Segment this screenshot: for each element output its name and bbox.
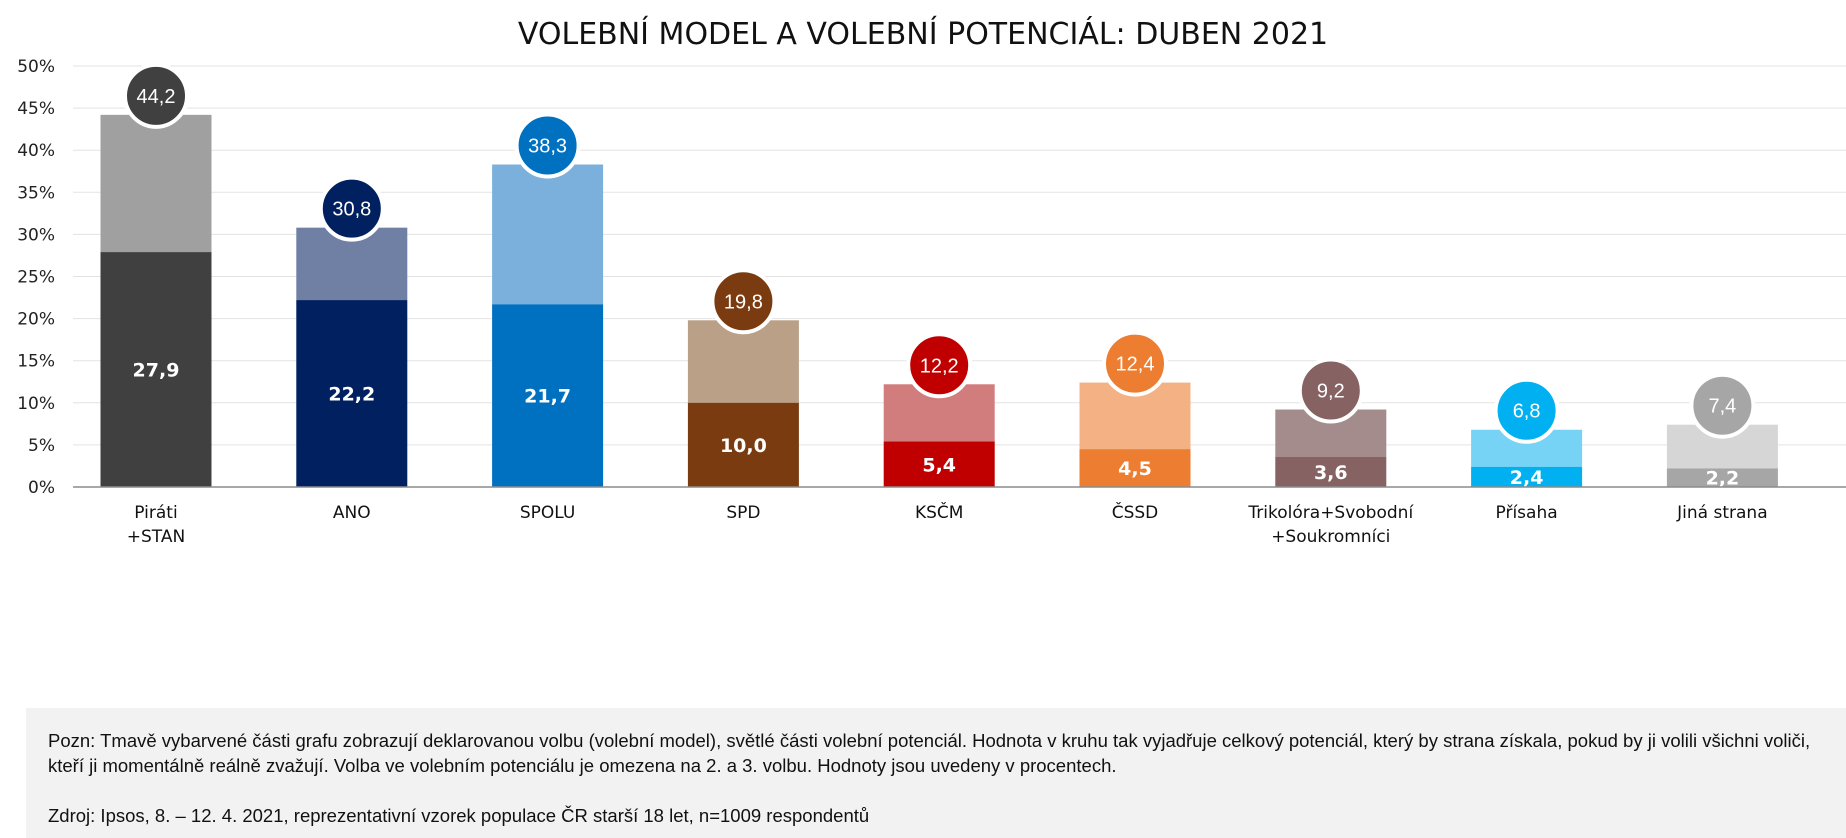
bar-model: [1079, 449, 1191, 487]
bar-model: [1275, 456, 1387, 487]
category-label: ANO: [333, 503, 371, 523]
model-value-label: 10,0: [720, 435, 767, 457]
y-tick-label: 50%: [17, 57, 55, 77]
note-text: Pozn: Tmavě vybarvené části grafu zobraz…: [48, 730, 1811, 776]
potential-bubble: [1493, 377, 1560, 444]
bar-potential: [100, 114, 212, 253]
potential-bubble: [123, 62, 189, 129]
bar-model: [1666, 468, 1778, 487]
potential-bubble: [1689, 372, 1756, 439]
bar-model: [100, 252, 212, 487]
model-value-label: 27,9: [133, 360, 180, 382]
bar-model: [883, 441, 995, 487]
bar-potential: [492, 164, 604, 305]
potential-value-label: 38,3: [528, 136, 567, 158]
model-value-label: 3,6: [1314, 462, 1348, 484]
category-label: +Soukromníci: [1271, 527, 1390, 547]
potential-value-label: 44,2: [137, 86, 176, 108]
potential-bubble: [1297, 357, 1364, 424]
y-tick-label: 5%: [28, 436, 55, 456]
source-text: Zdroj: Ipsos, 8. – 12. 4. 2021, reprezen…: [48, 805, 870, 826]
potential-value-label: 7,4: [1708, 396, 1736, 418]
potential-bubble: [1102, 330, 1168, 397]
y-tick-label: 15%: [17, 352, 55, 372]
category-label: Trikolóra+Svobodní: [1247, 503, 1414, 523]
bar-model: [492, 304, 604, 487]
category-label: Jiná strana: [1676, 503, 1767, 523]
bars: [100, 114, 1778, 487]
note-box: Pozn: Tmavě vybarvené části grafu zobraz…: [26, 708, 1846, 838]
potential-value-label: 12,2: [920, 355, 959, 377]
bar-model: [296, 300, 408, 487]
potential-bubble: [710, 268, 777, 335]
model-value-label: 4,5: [1118, 458, 1152, 480]
y-tick-label: 25%: [17, 268, 55, 288]
y-tick-label: 35%: [17, 183, 55, 203]
y-tick-label: 30%: [17, 225, 55, 245]
y-tick-label: 40%: [17, 141, 55, 161]
potential-bubble: [318, 175, 385, 242]
y-tick-label: 20%: [17, 310, 55, 330]
model-value-label: 2,4: [1510, 467, 1544, 489]
y-tick-label: 0%: [28, 478, 55, 498]
model-value-label: 5,4: [922, 454, 956, 476]
potential-value-label: 9,2: [1317, 381, 1345, 403]
bar-model: [1471, 466, 1583, 487]
potential-bubble: [514, 112, 581, 179]
chart-title: VOLEBNÍ MODEL A VOLEBNÍ POTENCIÁL: DUBEN…: [518, 16, 1328, 52]
category-label: ČSSD: [1112, 501, 1159, 523]
model-value-label: 21,7: [524, 386, 571, 408]
x-axis: Piráti +STAN ANO SPOLU SPD KSČM ČSSD Trikolóra+…: [73, 486, 1846, 547]
category-label: Přísaha: [1496, 503, 1558, 523]
potential-value-label: 6,8: [1513, 401, 1541, 423]
potential-value-label: 12,4: [1116, 354, 1155, 376]
category-label: +STAN: [127, 527, 185, 547]
potential-value-label: 19,8: [724, 291, 763, 313]
category-label: SPOLU: [520, 503, 576, 523]
potential-bubble: [906, 332, 973, 399]
potential-value-label: 30,8: [332, 199, 371, 221]
bar-model: [687, 402, 799, 487]
category-label: KSČM: [915, 501, 963, 523]
y-tick-label: 45%: [17, 99, 55, 119]
category-label: SPD: [726, 503, 760, 523]
category-label: Piráti: [134, 503, 177, 523]
model-value-label: 2,2: [1706, 468, 1740, 490]
y-tick-label: 10%: [17, 394, 55, 414]
bar-labels: 27,9 44,2 22,2 30,8 21,7 38,3 10,0 19,8 5,4 12,2 4…: [123, 62, 1756, 490]
model-value-label: 22,2: [328, 384, 375, 406]
chart: VOLEBNÍ MODEL A VOLEBNÍ POTENCIÁL: DUBEN…: [17, 16, 1846, 547]
